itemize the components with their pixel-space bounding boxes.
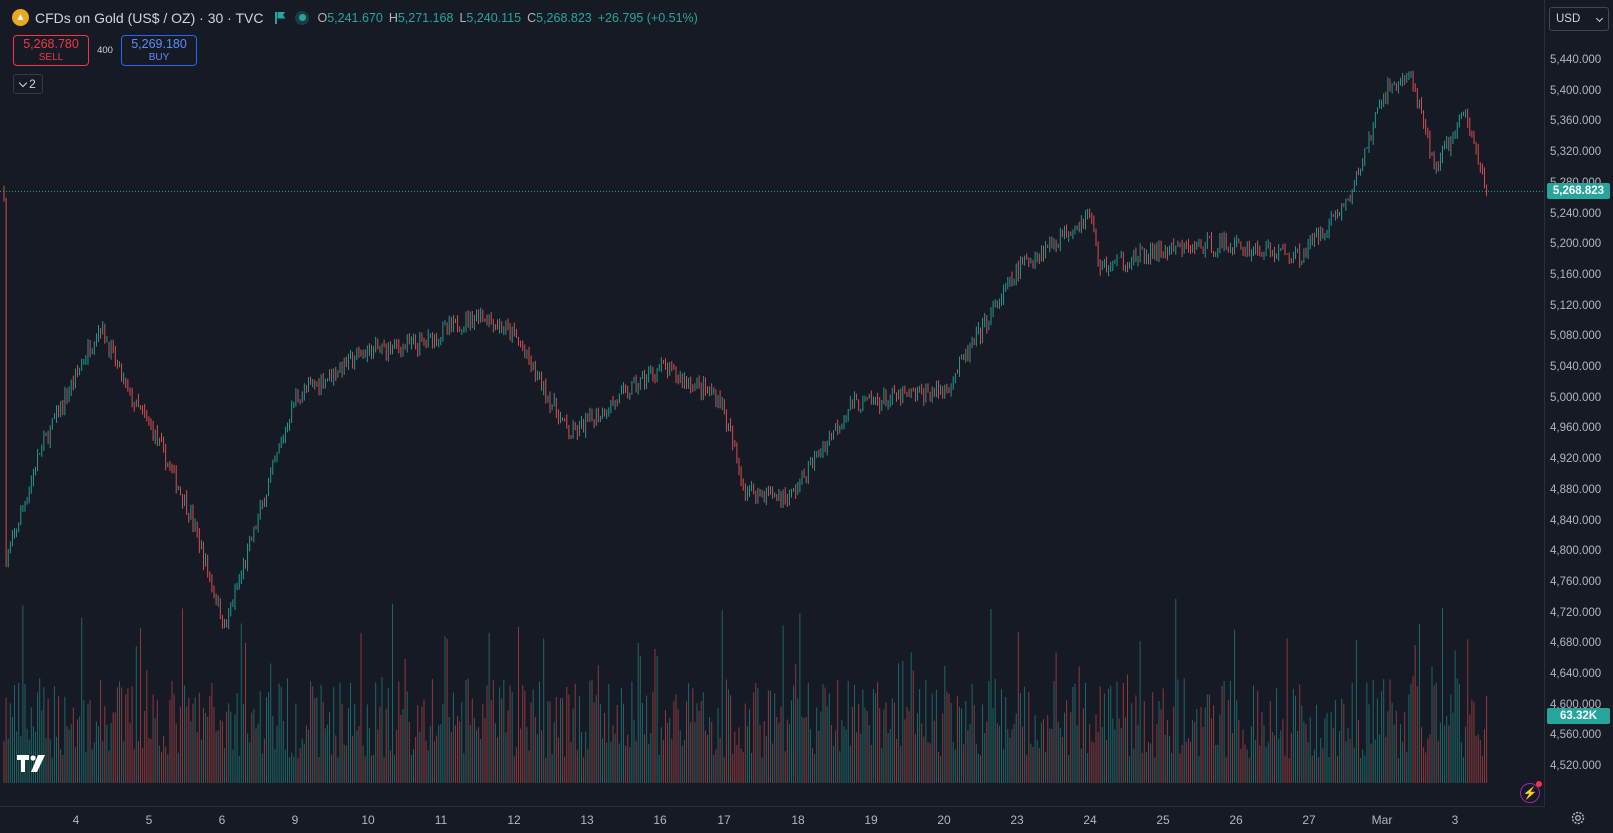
price-axis-label: 5,000.000: [1550, 391, 1602, 404]
buy-button[interactable]: 5,269.180 BUY: [121, 35, 197, 66]
price-axis-label: 4,880.000: [1550, 483, 1602, 496]
price-axis-label: 4,800.000: [1550, 545, 1602, 558]
time-axis-label: 5: [145, 813, 153, 827]
price-axis-label: 5,240.000: [1550, 207, 1602, 220]
volume-bars: [3, 598, 1488, 783]
time-axis-label: 3: [1451, 813, 1459, 827]
chevron-down-icon: [1595, 14, 1604, 22]
spread-value: 400: [97, 45, 113, 56]
time-axis-label: 11: [434, 813, 448, 827]
low-key: L: [459, 10, 467, 25]
volume-badge: 63.32K: [1547, 708, 1610, 724]
price-axis-label: 4,760.000: [1550, 575, 1602, 588]
time-axis-label: 6: [218, 813, 226, 827]
sell-button[interactable]: 5,268.780 SELL: [13, 35, 89, 66]
price-axis-label: 5,120.000: [1550, 299, 1602, 312]
symbol-title[interactable]: CFDs on Gold (US$ / OZ) · 30 · TVC: [35, 9, 264, 26]
time-axis-label: 13: [580, 813, 594, 827]
sell-label: SELL: [38, 51, 64, 63]
indicators-toggle-button[interactable]: 2: [13, 74, 43, 94]
time-axis-label: 26: [1229, 813, 1243, 827]
time-axis[interactable]: 4 5 6 9 10 11 12 13 16 17 18 19 20 23 24 25 26 27 Mar 3: [0, 806, 1545, 833]
buy-label: BUY: [148, 51, 170, 63]
time-axis-label: 23: [1010, 813, 1024, 827]
time-axis-label: Mar: [1371, 813, 1393, 827]
time-axis-label: 17: [717, 813, 731, 827]
flag-icon[interactable]: [275, 11, 285, 24]
high-key: H: [388, 10, 398, 25]
last-price-badge: 5,268.823: [1547, 183, 1610, 200]
close-key: C: [527, 10, 537, 25]
time-axis-label: 27: [1302, 813, 1316, 827]
trade-panel: 5,268.780 SELL 400 5,269.180 BUY: [13, 35, 197, 66]
price-axis-label: 4,640.000: [1550, 668, 1602, 680]
price-axis-label: 5,200.000: [1550, 238, 1602, 251]
candles: [3, 70, 1488, 630]
time-axis-label: 20: [937, 813, 951, 827]
price-axis-label: 5,160.000: [1550, 268, 1602, 281]
price-axis-label: 4,600.000: [1550, 698, 1602, 711]
price-axis-label: 4,840.000: [1550, 514, 1602, 527]
change-value: +26.795 (+0.51%): [597, 10, 698, 25]
price-axis[interactable]: 5,440.0005,400.0005,360.0005,320.0005,28…: [1545, 0, 1613, 806]
price-axis-label: 5,360.000: [1550, 115, 1602, 128]
price-axis-label: 5,040.000: [1550, 361, 1602, 373]
gold-bars-icon: ▲: [12, 9, 29, 26]
chevron-down-icon: [18, 78, 28, 87]
high-value: 5,271.168: [397, 10, 454, 25]
price-axis-label: 5,080.000: [1550, 330, 1602, 343]
settings-gear-icon[interactable]: [1570, 810, 1586, 826]
time-axis-label: 4: [72, 813, 80, 827]
lightning-icon[interactable]: ⚡: [1520, 781, 1542, 803]
time-axis-label: 10: [361, 813, 375, 827]
time-axis-label: 18: [791, 813, 805, 827]
currency-select[interactable]: USD: [1549, 7, 1609, 31]
time-axis-label: 9: [291, 813, 299, 827]
price-chart[interactable]: [0, 0, 1545, 806]
price-axis-label: 4,920.000: [1550, 453, 1602, 466]
currency-value: USD: [1556, 13, 1581, 25]
open-value: 5,241.670: [327, 10, 383, 25]
time-axis-label: 24: [1083, 813, 1097, 827]
time-axis-label: 25: [1156, 813, 1170, 827]
price-axis-label: 4,560.000: [1550, 729, 1602, 742]
low-value: 5,240.115: [466, 10, 522, 25]
price-axis-label: 4,960.000: [1550, 422, 1602, 435]
time-axis-label: 12: [507, 813, 521, 827]
time-axis-label: 19: [864, 813, 878, 827]
price-axis-label: 5,320.000: [1550, 146, 1602, 159]
buy-price: 5,269.180: [131, 37, 187, 52]
price-axis-label: 5,400.000: [1550, 84, 1602, 97]
open-key: O: [317, 10, 328, 25]
price-axis-label: 5,440.000: [1550, 54, 1602, 66]
price-axis-label: 4,720.000: [1550, 606, 1602, 619]
ohlc-values: O5,241.670 H5,271.168 L5,240.115 C5,268.…: [317, 11, 697, 25]
symbol-legend: ▲ CFDs on Gold (US$ / OZ) · 30 · TVC O5,…: [12, 9, 698, 26]
price-axis-label: 4,520.000: [1550, 760, 1602, 773]
market-status-icon[interactable]: [295, 10, 310, 25]
sell-price: 5,268.780: [23, 37, 79, 52]
indicators-count: 2: [29, 77, 36, 91]
close-value: 5,268.823: [536, 10, 592, 25]
chart-pane[interactable]: ▲ CFDs on Gold (US$ / OZ) · 30 · TVC O5,…: [0, 0, 1545, 806]
tradingview-logo-icon[interactable]: [16, 752, 48, 774]
time-axis-label: 16: [653, 813, 667, 827]
price-axis-label: 4,680.000: [1550, 637, 1602, 650]
